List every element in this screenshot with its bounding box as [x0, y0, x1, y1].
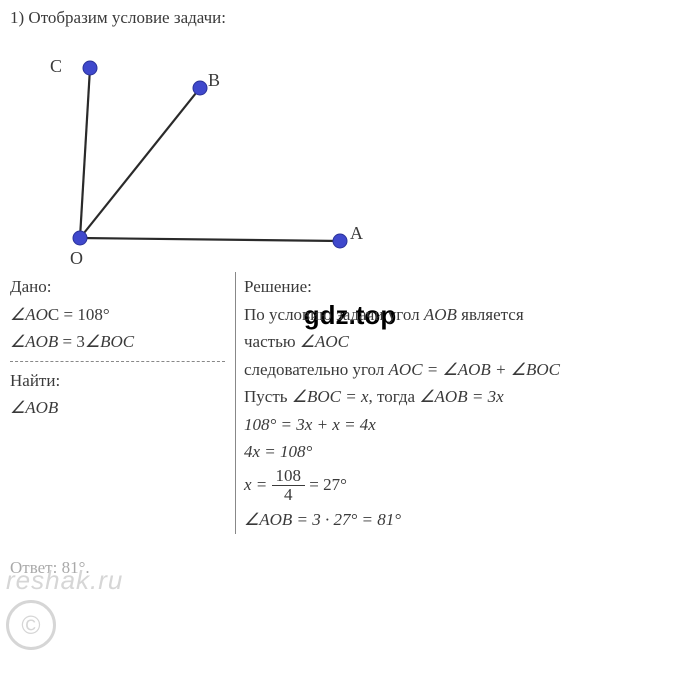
- divider: [10, 361, 225, 362]
- s2b: ∠AOC: [300, 332, 349, 351]
- frac-den: 4: [272, 486, 306, 505]
- s2a: частью: [244, 332, 300, 351]
- g1b: С = 108°: [48, 305, 110, 324]
- label-a: A: [350, 223, 363, 244]
- g2b: = 3: [58, 332, 85, 351]
- s7b: = 27°: [309, 475, 347, 494]
- s3b: AOC = ∠AOB + ∠BOC: [389, 360, 560, 379]
- label-o: O: [70, 248, 83, 269]
- s4d: ∠AOB = 3x: [419, 387, 503, 406]
- label-c: C: [50, 56, 62, 77]
- right-column: Решение: По условию задачи угол AOB явля…: [235, 272, 690, 534]
- solve-5: 108° = 3x + x = 4x: [244, 412, 690, 438]
- fraction: 108 4: [272, 467, 306, 505]
- given-line1: ∠AOС = 108°: [10, 302, 225, 328]
- find-heading: Найти:: [10, 368, 225, 394]
- frac-num: 108: [272, 467, 306, 487]
- s4a: Пусть: [244, 387, 292, 406]
- solve-2: частью ∠AOC: [244, 329, 690, 355]
- problem-title: 1) Отобразим условие задачи:: [10, 8, 690, 28]
- copyright-icon: ©: [6, 600, 56, 650]
- s6: 4x = 108°: [244, 442, 312, 461]
- s1c: является: [457, 305, 524, 324]
- s4c: , тогда: [369, 387, 420, 406]
- s5: 108° = 3x + x = 4x: [244, 415, 376, 434]
- watermark-text: reshak.ru: [6, 565, 123, 596]
- g2a: ∠AOB: [10, 332, 58, 351]
- given-heading: Дано:: [10, 274, 225, 300]
- s7a: x =: [244, 475, 272, 494]
- diagram-svg: [10, 38, 370, 268]
- solve-4: Пусть ∠BOC = x, тогда ∠AOB = 3x: [244, 384, 690, 410]
- left-column: Дано: ∠AOС = 108° ∠AOB = 3∠BOC Найти: ∠A…: [10, 272, 235, 534]
- g1a: ∠AO: [10, 305, 48, 324]
- solve-7: x = 108 4 = 27°: [244, 467, 690, 505]
- watermark: reshak.ru ©: [6, 565, 123, 650]
- s1b: AOB: [424, 305, 457, 324]
- g2c: ∠BOC: [85, 332, 134, 351]
- solution-area: Дано: ∠AOС = 108° ∠AOB = 3∠BOC Найти: ∠A…: [10, 272, 690, 534]
- solve-6: 4x = 108°: [244, 439, 690, 465]
- s3a: следовательно угол: [244, 360, 389, 379]
- find-line1: ∠AOB: [10, 395, 225, 421]
- s8: ∠AOB = 3 · 27° = 81°: [244, 510, 401, 529]
- given-line2: ∠AOB = 3∠BOC: [10, 329, 225, 355]
- s1a: По условию задачи угол: [244, 305, 424, 324]
- angle-diagram: C B A O: [10, 38, 370, 268]
- solve-8: ∠AOB = 3 · 27° = 81°: [244, 507, 690, 533]
- s4b: ∠BOC = x: [292, 387, 369, 406]
- solve-1: По условию задачи угол AOB является: [244, 302, 690, 328]
- solve-3: следовательно угол AOC = ∠AOB + ∠BOC: [244, 357, 690, 383]
- label-b: B: [208, 70, 220, 91]
- solve-heading: Решение:: [244, 274, 690, 300]
